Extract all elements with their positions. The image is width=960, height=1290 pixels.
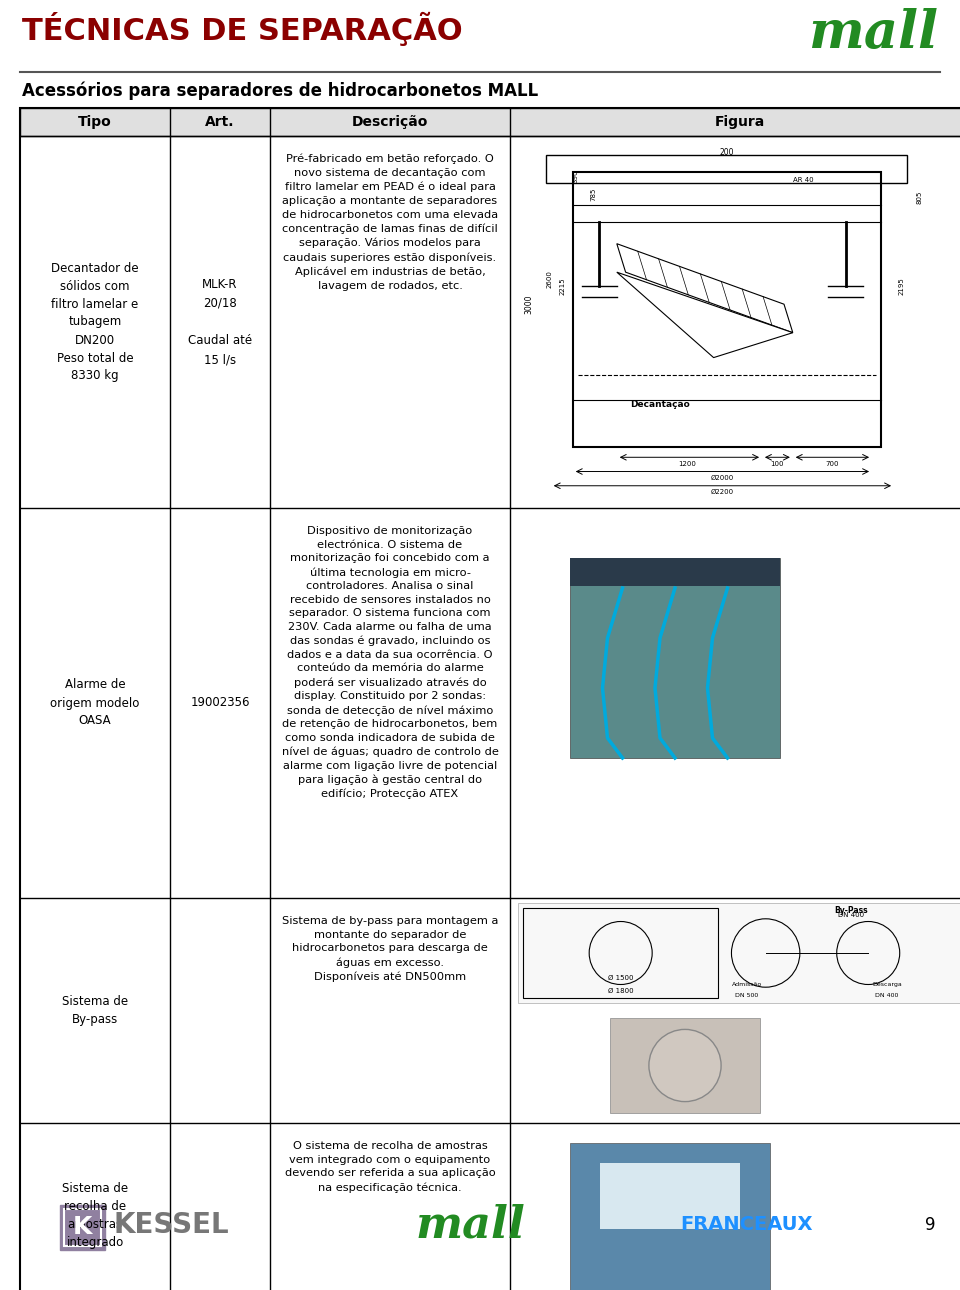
Text: MLK-R
20/18

Caudal até
15 l/s: MLK-R 20/18 Caudal até 15 l/s — [188, 277, 252, 366]
Text: Figura: Figura — [715, 115, 765, 129]
Text: 200: 200 — [720, 147, 734, 156]
Text: 805: 805 — [916, 191, 922, 204]
Bar — [60, 1205, 105, 1250]
Bar — [64, 1209, 101, 1246]
Circle shape — [649, 1029, 721, 1102]
Text: mall: mall — [808, 8, 938, 59]
Bar — [573, 173, 881, 446]
Bar — [518, 903, 960, 1004]
Text: Descrição: Descrição — [351, 115, 428, 129]
Text: Dispositivo de monitorização
electrónica. O sistema de
monitorização foi concebi: Dispositivo de monitorização electrónica… — [281, 526, 498, 800]
Text: K: K — [73, 1215, 92, 1240]
Text: 1200: 1200 — [679, 461, 696, 467]
Text: By-Pass: By-Pass — [834, 906, 868, 915]
Polygon shape — [616, 272, 793, 357]
Text: Decantador de
sólidos com
filtro lamelar e
tubagem
DN200
Peso total de
8330 kg: Decantador de sólidos com filtro lamelar… — [51, 262, 139, 383]
Text: FRANCEAUX: FRANCEAUX — [680, 1215, 812, 1235]
Text: 390: 390 — [573, 169, 579, 183]
Text: Sistema de by-pass para montagem a
montante do separador de
hidrocarbonetos para: Sistema de by-pass para montagem a monta… — [282, 916, 498, 982]
Polygon shape — [616, 244, 793, 333]
Text: Tipo: Tipo — [78, 115, 112, 129]
Text: Pré-fabricado em betão reforçado. O
novo sistema de decantação com
filtro lamela: Pré-fabricado em betão reforçado. O novo… — [282, 154, 498, 290]
Text: Alarme de
origem modelo
OASA: Alarme de origem modelo OASA — [50, 679, 140, 728]
Text: Art.: Art. — [205, 115, 235, 129]
Text: DN 500: DN 500 — [735, 993, 758, 997]
Text: Ø2000: Ø2000 — [710, 475, 734, 481]
Text: TÉCNICAS DE SEPARAÇÃO: TÉCNICAS DE SEPARAÇÃO — [22, 12, 463, 46]
Text: mall: mall — [415, 1204, 525, 1246]
Text: 2600: 2600 — [546, 271, 552, 288]
Text: O sistema de recolha de amostras
vem integrado com o equipamento
devendo ser ref: O sistema de recolha de amostras vem int… — [284, 1140, 495, 1192]
Bar — [20, 108, 960, 135]
Text: Sistema de
By-pass: Sistema de By-pass — [62, 995, 128, 1026]
Bar — [570, 559, 780, 586]
Bar — [610, 1018, 760, 1113]
Text: DN 400: DN 400 — [876, 993, 899, 997]
Bar — [546, 155, 907, 183]
Bar — [570, 559, 780, 759]
Text: AR 40: AR 40 — [793, 177, 813, 183]
Text: Ø2200: Ø2200 — [710, 489, 734, 495]
Text: 700: 700 — [826, 461, 839, 467]
Text: 100: 100 — [771, 461, 784, 467]
Text: Sistema de
recolha de
amostras
integrado: Sistema de recolha de amostras integrado — [62, 1182, 128, 1249]
Text: Decantação: Decantação — [630, 400, 689, 409]
Text: Descarga: Descarga — [872, 982, 901, 987]
Bar — [600, 1164, 740, 1229]
Text: Ø 1500: Ø 1500 — [608, 975, 634, 982]
Bar — [523, 908, 718, 998]
Text: Admissão: Admissão — [732, 982, 762, 987]
Text: Acessórios para separadores de hidrocarbonetos MALL: Acessórios para separadores de hidrocarb… — [22, 83, 539, 101]
Text: 2215: 2215 — [560, 277, 565, 295]
Text: 3000: 3000 — [524, 294, 534, 313]
Text: DN 400: DN 400 — [838, 912, 864, 918]
Text: 9: 9 — [924, 1216, 935, 1235]
Text: 19002356: 19002356 — [190, 697, 250, 710]
Text: KESSEL: KESSEL — [113, 1211, 228, 1238]
Text: 2195: 2195 — [899, 277, 904, 295]
Bar — [570, 1143, 770, 1290]
Text: 785: 785 — [590, 187, 596, 200]
Text: Ø 1800: Ø 1800 — [608, 988, 634, 993]
